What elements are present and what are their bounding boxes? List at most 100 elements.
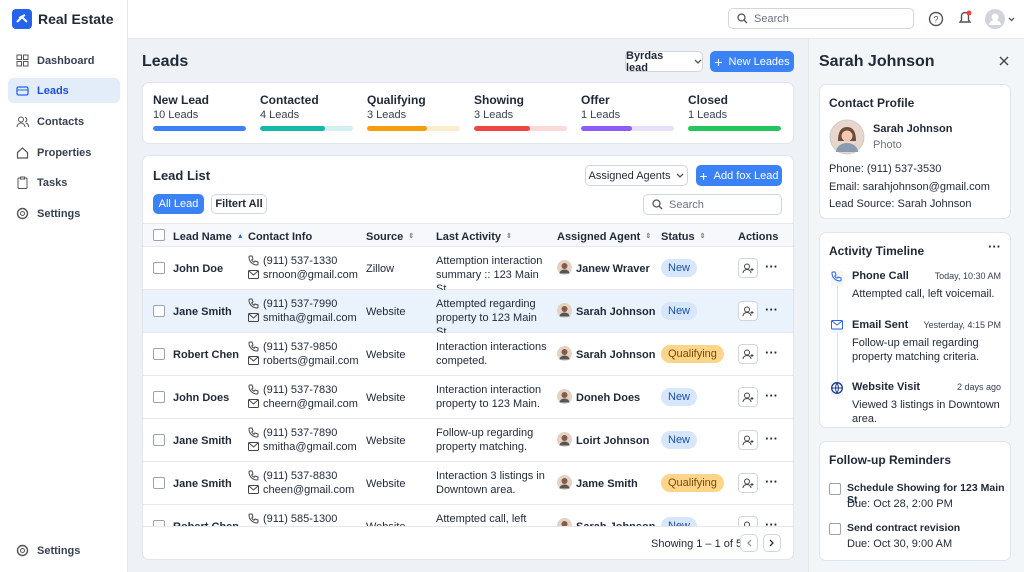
icon [248,513,259,526]
lead-name: Jane Smith [173,435,232,447]
checkbox[interactable] [829,483,841,495]
global-search[interactable]: Search [728,8,914,29]
icon-shape [744,435,750,441]
more-button[interactable]: ··· [765,431,778,446]
checkbox[interactable] [829,523,841,535]
icon-shape [20,211,25,216]
table-row[interactable]: John Does (911) 537-7830 cheern@gmail.com W… [143,376,793,419]
icon-shape [742,349,754,359]
brand: Real Estate [38,11,114,27]
timeline-icon [831,271,843,286]
table-row[interactable]: Robert Chen (911) 537-9850 roberts@gmail.c… [143,333,793,376]
icon-shape [831,271,842,282]
email: cheen@gmail.com [263,484,355,496]
checkbox[interactable] [153,262,165,274]
more-button[interactable]: ··· [765,345,778,360]
assign-button [738,301,758,321]
last-activity: Attempted call, left [436,513,527,525]
icon-shape [248,356,259,362]
checkbox[interactable] [153,391,165,403]
icon-shape [742,482,754,488]
column-label: Last Activity [436,231,502,243]
icon-shape [248,270,259,279]
tab[interactable]: Filtert All [211,194,267,214]
stage-count: 10 Leads [153,109,199,121]
tab[interactable]: All Lead [153,194,204,214]
contact-profile: Contact Profile Sarah Johnson Photo Phon… [819,84,1011,219]
list-search[interactable]: Search [643,194,782,215]
lead-name: Robert Chen [173,520,239,526]
source: Website [366,478,406,490]
more-button[interactable]: ··· [765,259,778,274]
source: Zillow [366,263,395,275]
nav-item[interactable]: Dashboard [8,48,120,73]
avatar-menu[interactable] [984,8,1016,30]
lead-filter[interactable]: Byrdas lead [625,50,703,74]
next-page[interactable] [763,534,781,552]
column-header[interactable]: Contact Info [248,230,312,244]
nav-item[interactable]: Settings [8,201,120,226]
column-header[interactable]: Source ⇕ [366,230,414,244]
stage-track [474,126,567,131]
checkbox[interactable] [153,305,165,317]
more-button[interactable]: ··· [765,474,778,489]
icon-shape [248,255,259,266]
stage-count: 3 Leads [474,109,514,121]
prev-page[interactable] [740,534,758,552]
table-row[interactable]: John Doe (911) 537-1330 srnoon@gmail.com Zi… [143,247,793,295]
more-button[interactable]: ··· [988,239,1001,254]
icon [248,384,259,398]
nav-item[interactable]: Properties [8,140,120,165]
stage-progress [581,126,633,131]
checkbox[interactable] [153,434,165,446]
icon-shape [561,392,568,398]
stage-name: Qualifying [367,93,426,107]
table-row[interactable]: Jane Smith (911) 537-8830 cheen@gmail.com W… [143,462,793,505]
bell-icon[interactable] [957,9,973,27]
stage-progress [474,126,530,131]
table-row[interactable]: Jane Smith (911) 537-7890 smitha@gmail.com… [143,419,793,462]
more-button[interactable]: ··· [765,517,778,526]
add-lead-button[interactable]: + Add fox Lead [696,165,782,186]
nav-item[interactable]: Contacts [8,109,120,134]
table-row[interactable]: Jane Smith (911) 537-7990 smitha@gmail.com… [143,290,793,338]
activity-time: Yesterday, 4:15 PM [923,320,1001,330]
assigned-agent: Sarah Johnson [576,306,656,318]
icon [16,115,29,128]
stage-count: 3 Leads [367,109,407,121]
icon [694,59,702,64]
more-button[interactable]: ··· [765,388,778,403]
profile-detail: Phone: (911) 537-3530 [829,163,942,175]
nav-item[interactable]: Leads [8,78,120,103]
column-label: Actions [738,231,779,243]
agent-avatar [557,303,572,321]
icon [248,255,259,269]
help-icon[interactable]: ? [928,11,944,27]
icon [248,485,259,497]
agent-avatar [557,475,572,493]
stage-count: 1 Leads [581,109,621,121]
icon-shape [557,303,572,318]
checkbox[interactable] [153,520,165,526]
checkbox[interactable] [153,477,165,489]
column-header[interactable]: Lead Name ▲ [173,230,244,244]
close-button[interactable] [999,56,1009,66]
icon-shape [557,432,572,447]
icon [737,13,748,24]
icon-shape [248,356,259,365]
checkbox[interactable] [153,229,165,241]
column-header[interactable]: Assigned Agent ⇕ [557,230,651,244]
icon-shape [831,320,843,330]
checkbox[interactable] [153,348,165,360]
card-title: Contact Profile [829,96,915,110]
nav-settings[interactable]: Settings [8,538,120,563]
column-header[interactable]: Last Activity ⇕ [436,230,512,244]
agents-filter[interactable]: Assigned Agents [585,165,688,186]
table-row[interactable]: Robert Chen (911) 585-1300 Website Attempte… [143,505,793,526]
new-lead-button[interactable]: + New Leades [710,51,794,72]
topbar: Search ? [128,0,1024,39]
nav-item[interactable]: Tasks [8,170,120,195]
column-header[interactable]: Status ⇕ [661,230,706,244]
more-button[interactable]: ··· [765,302,778,317]
stage-progress [153,126,246,131]
